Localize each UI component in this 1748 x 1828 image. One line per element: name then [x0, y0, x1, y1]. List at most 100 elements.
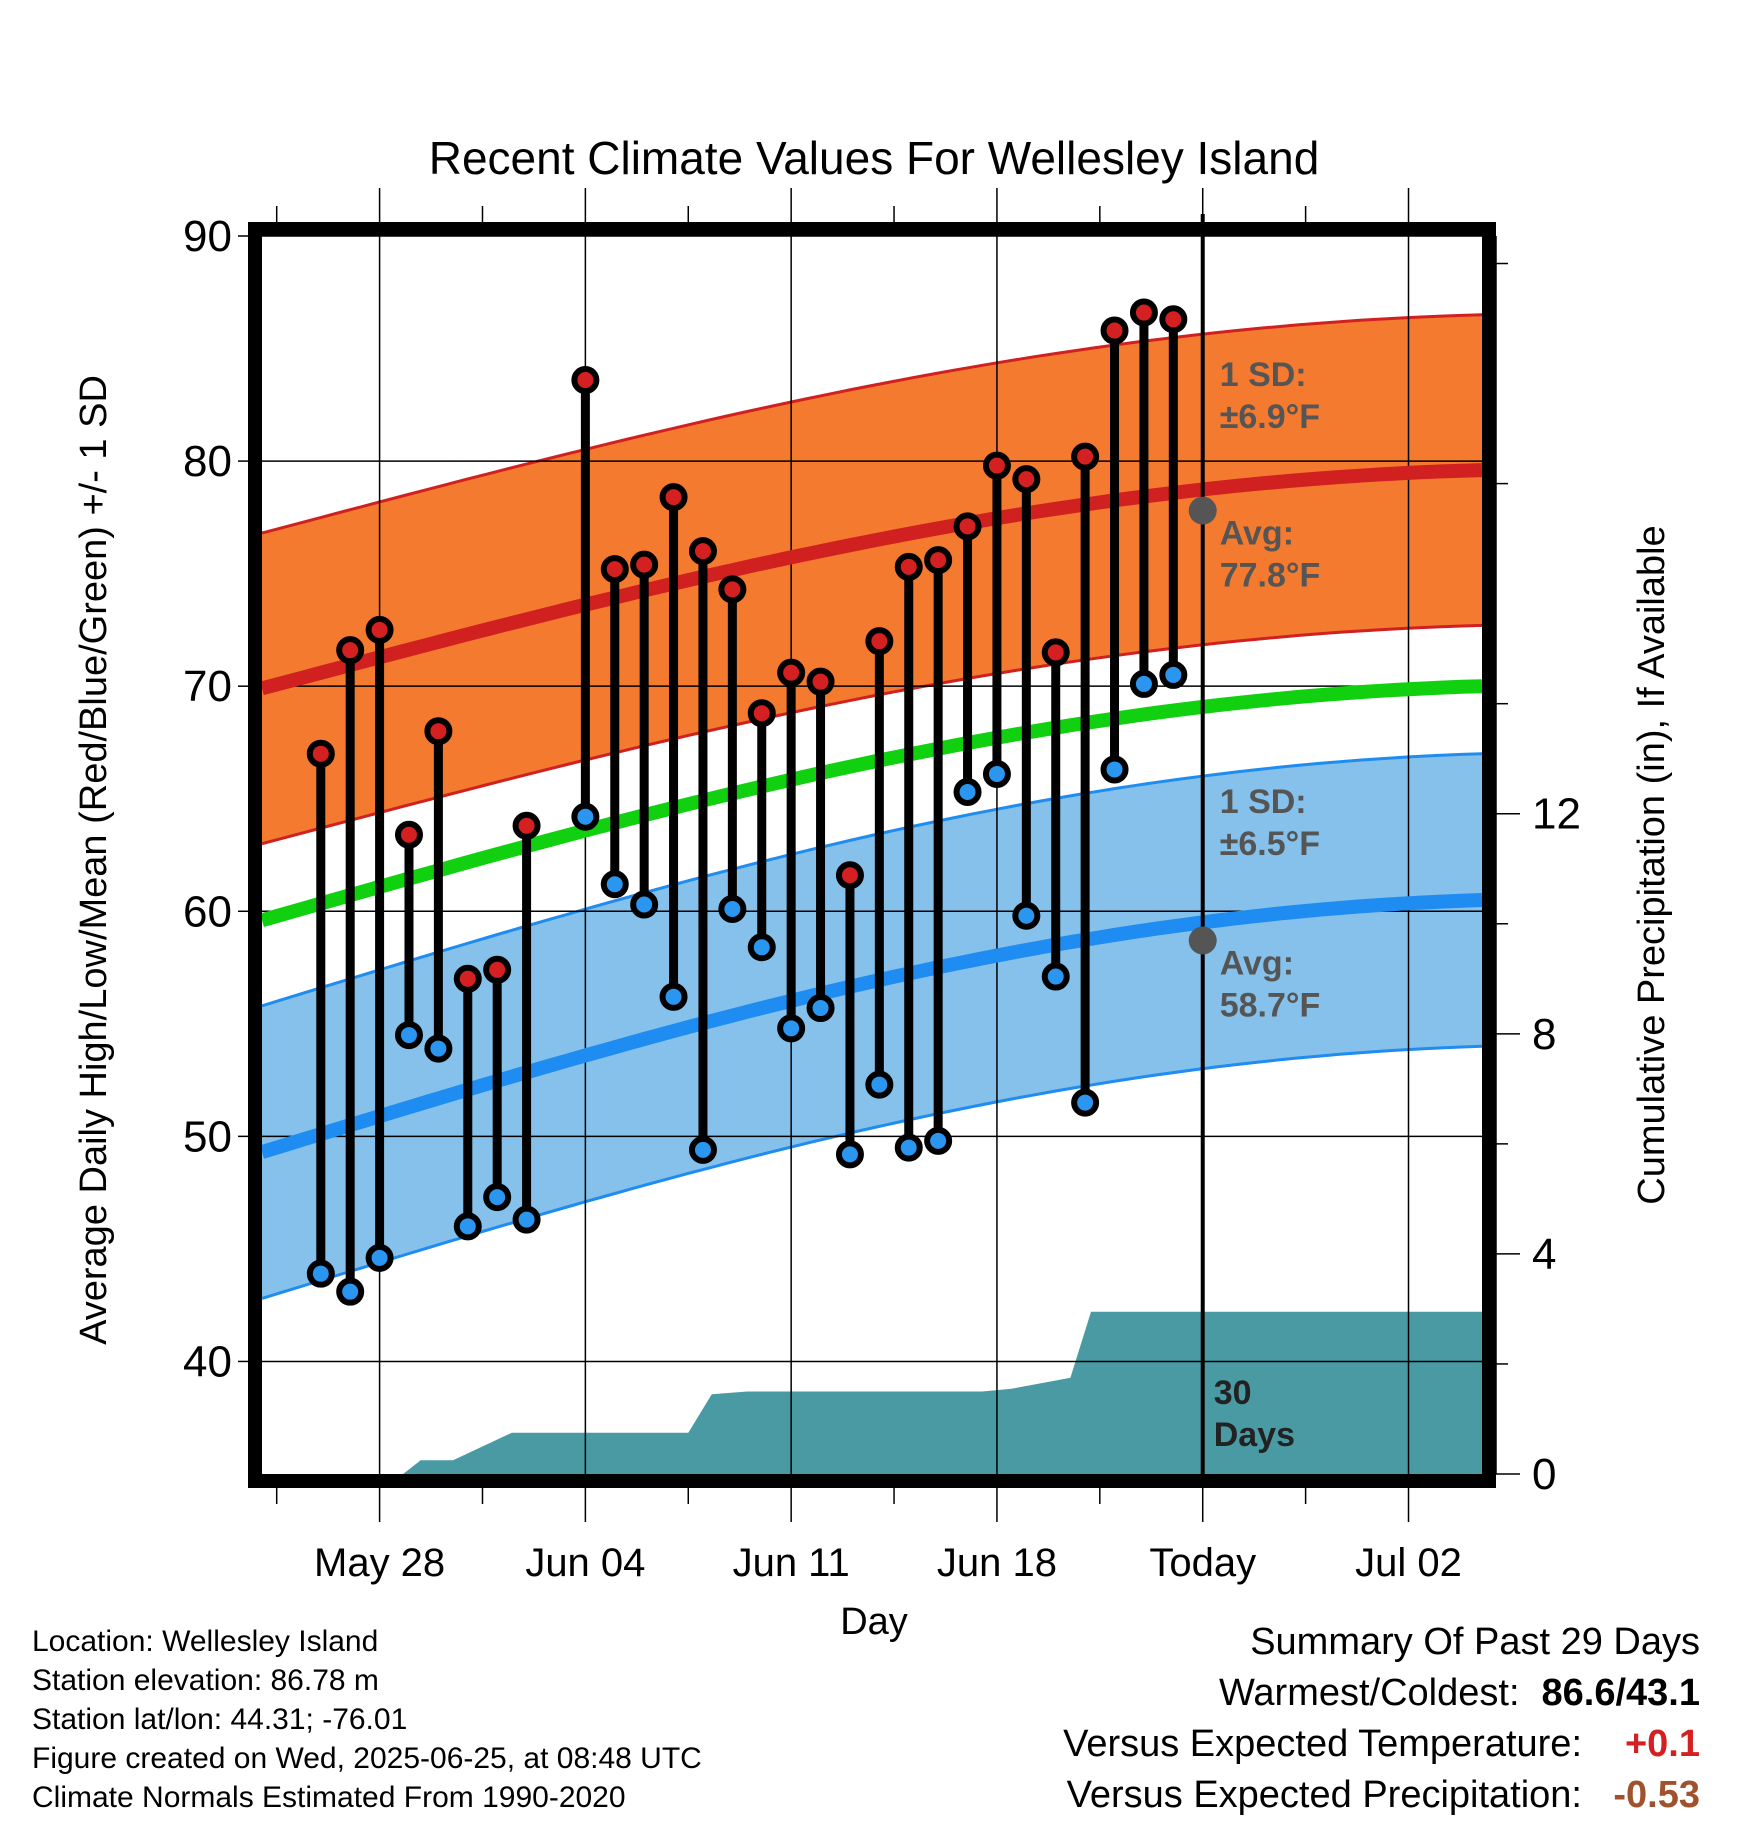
daily-low-point: [835, 1140, 864, 1169]
y2-tick-label: 8: [1532, 1010, 1556, 1059]
x-tick-label: Jun 11: [733, 1541, 850, 1585]
sd-low-label: 1 SD:: [1220, 783, 1307, 821]
y-tick-label: 80: [183, 437, 232, 486]
daily-high-point: [865, 627, 894, 656]
summary-warm-cold: Warmest/Coldest: 86.6/43.1: [1063, 1668, 1700, 1719]
info-elevation: Station elevation: 86.78 m: [32, 1664, 379, 1697]
x-tick-label: Jun 18: [937, 1541, 1057, 1585]
daily-low-point: [483, 1183, 512, 1212]
daily-low-point: [982, 759, 1011, 788]
daily-low-point: [630, 890, 659, 919]
daily-high-point: [453, 964, 482, 993]
daily-high-point: [306, 739, 335, 768]
y-tick-label: 90: [183, 212, 232, 261]
x-axis-label: Day: [840, 1601, 908, 1643]
y2-tick-label: 4: [1532, 1230, 1556, 1279]
daily-high-point: [600, 555, 629, 584]
daily-high-point: [630, 550, 659, 579]
daily-low-point: [1012, 901, 1041, 930]
daily-low-point: [688, 1135, 717, 1164]
avg-low-value: 58.7°F: [1220, 987, 1321, 1025]
precip-value: -0.53: [1613, 1774, 1700, 1816]
daily-low-point: [424, 1034, 453, 1063]
summary-panel: Summary Of Past 29 Days Warmest/Coldest:…: [1063, 1617, 1700, 1821]
daily-high-point: [1041, 638, 1070, 667]
daily-low-point: [453, 1212, 482, 1241]
x-tick-label: May 28: [314, 1541, 445, 1585]
daily-high-point: [659, 483, 688, 512]
days-label-text: Days: [1214, 1416, 1295, 1454]
sd-high-label: 1 SD:: [1220, 356, 1307, 394]
x-tick-label: Jun 04: [525, 1541, 645, 1585]
warm-cold-value: 86.6/43.1: [1541, 1672, 1700, 1714]
daily-low-point: [512, 1205, 541, 1234]
x-tick-label: Jul 02: [1355, 1541, 1462, 1585]
avg-low-marker: [1188, 926, 1217, 955]
y-tick-label: 70: [183, 662, 232, 711]
station-info: Location: Wellesley Island Station eleva…: [32, 1622, 702, 1817]
x-tick-label: Today: [1149, 1541, 1256, 1585]
daily-low-point: [924, 1126, 953, 1155]
y-axis-label: Average Daily High/Low/Mean (Red/Blue/Gr…: [73, 375, 115, 1345]
daily-low-point: [953, 777, 982, 806]
info-latlon: Station lat/lon: 44.31; -76.01: [32, 1703, 408, 1736]
daily-high-point: [394, 820, 423, 849]
daily-high-point: [365, 615, 394, 644]
daily-low-point: [571, 802, 600, 831]
daily-high-point: [747, 699, 776, 728]
daily-low-point: [306, 1259, 335, 1288]
avg-high-label: Avg:: [1220, 515, 1294, 553]
daily-high-point: [718, 575, 747, 604]
avg-low-label: Avg:: [1220, 945, 1294, 983]
high-sd-upper-edge: [262, 313, 1482, 535]
daily-high-point: [424, 717, 453, 746]
info-created: Figure created on Wed, 2025-06-25, at 08…: [32, 1742, 702, 1775]
daily-low-point: [394, 1021, 423, 1050]
days-label-number: 30: [1214, 1374, 1252, 1412]
info-normals: Climate Normals Estimated From 1990-2020: [32, 1781, 626, 1814]
daily-low-point: [1041, 962, 1070, 991]
y-tick-label: 60: [183, 887, 232, 936]
y-tick-label: 40: [183, 1337, 232, 1386]
daily-high-point: [982, 451, 1011, 480]
daily-high-point: [1129, 298, 1158, 327]
summary-temp: Versus Expected Temperature: +0.1: [1063, 1719, 1700, 1770]
low-sd-upper-edge: [262, 752, 1482, 1008]
summary-title: Summary Of Past 29 Days: [1250, 1621, 1700, 1663]
y2-tick-label: 12: [1532, 790, 1581, 839]
y-tick-label: 50: [183, 1112, 232, 1161]
daily-low-point: [777, 1014, 806, 1043]
summary-precip: Versus Expected Precipitation: -0.53: [1063, 1770, 1700, 1821]
daily-high-point: [336, 636, 365, 665]
temp-value: +0.1: [1624, 1723, 1700, 1765]
y2-tick-label: 0: [1532, 1450, 1556, 1499]
plot-frame: [248, 222, 1496, 1488]
daily-high-point: [806, 667, 835, 696]
daily-high-point: [1159, 305, 1188, 334]
daily-high-point: [924, 546, 953, 575]
daily-high-point: [777, 658, 806, 687]
daily-low-point: [1129, 669, 1158, 698]
low-sd-band: [262, 753, 1482, 1299]
daily-high-point: [1100, 316, 1129, 345]
warm-cold-label: Warmest/Coldest:: [1218, 1672, 1520, 1714]
high-sd-lower-edge: [262, 623, 1482, 846]
daily-high-point: [953, 512, 982, 541]
chart-title: Recent Climate Values For Wellesley Isla…: [429, 132, 1320, 184]
y2-axis-label: Cumulative Precipitation (in), If Availa…: [1631, 525, 1673, 1204]
daily-low-point: [1071, 1088, 1100, 1117]
precip-label: Versus Expected Precipitation:: [1066, 1774, 1582, 1816]
daily-high-point: [835, 861, 864, 890]
daily-high-point: [1071, 442, 1100, 471]
daily-high-point: [483, 955, 512, 984]
precip-area: [364, 1311, 1482, 1474]
daily-low-point: [865, 1070, 894, 1099]
info-location: Location: Wellesley Island: [32, 1625, 379, 1658]
daily-high-point: [1012, 465, 1041, 494]
daily-low-point: [806, 994, 835, 1023]
avg-high-marker: [1188, 496, 1217, 525]
normal-mean-line: [262, 679, 1482, 928]
sd-high-value: ±6.9°F: [1220, 398, 1320, 436]
daily-low-point: [336, 1277, 365, 1306]
